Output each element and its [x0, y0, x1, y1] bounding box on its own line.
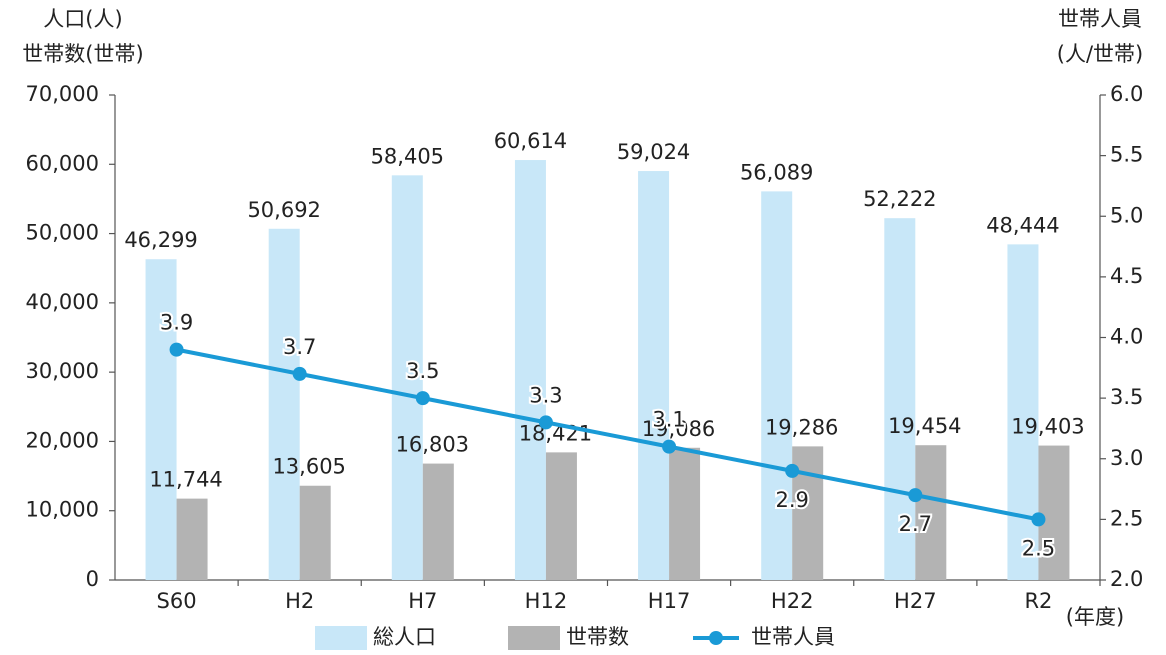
bar: [145, 259, 177, 580]
bar: [268, 228, 300, 580]
x-tick-label: R2: [1024, 589, 1052, 613]
bar-value-label: 13,605: [272, 455, 345, 479]
line-point: [785, 463, 800, 478]
y-tick-label: 50,000: [26, 221, 99, 245]
bar-value-label: 19,403: [1011, 415, 1084, 439]
y-tick-label: 60,000: [26, 151, 99, 175]
bar-value-label: 50,692: [247, 198, 320, 222]
line-point: [538, 415, 553, 430]
bar-value-label: 11,744: [149, 468, 222, 492]
bar-value-label: 60,614: [494, 129, 567, 153]
bar: [422, 463, 454, 580]
y2-axis-label: (人/世帯): [1057, 42, 1143, 66]
line: [176, 347, 1039, 522]
line-value-label: 3.9: [160, 311, 193, 335]
y-tick-label: 0: [86, 567, 99, 591]
bar: [514, 160, 546, 581]
bar: [915, 445, 947, 580]
legend-label: 総人口: [373, 625, 436, 649]
bar: [1007, 244, 1039, 580]
bar-value-label: 19,454: [888, 414, 961, 438]
x-tick-label: S60: [157, 589, 197, 613]
bar: [176, 498, 208, 580]
x-tick-label: H12: [525, 589, 568, 613]
line-point: [169, 342, 184, 357]
y-tick-label: 30,000: [26, 359, 99, 383]
bar: [1038, 445, 1070, 580]
line-value-label: 2.9: [775, 488, 808, 512]
bar: [761, 191, 793, 580]
line-point: [662, 439, 677, 454]
line-value-label: 3.7: [283, 335, 316, 359]
bar-value-label: 52,222: [863, 187, 936, 211]
bar: [669, 447, 701, 580]
bar: [299, 485, 331, 580]
y-axis-label: 世帯数(世帯): [22, 42, 143, 66]
bar-value-label: 58,405: [371, 144, 444, 168]
x-tick-label: H27: [894, 589, 937, 613]
line-point: [292, 366, 307, 381]
y2-tick-label: 3.0: [1110, 446, 1143, 470]
bar-value-label: 59,024: [617, 140, 690, 164]
legend-label: 世帯数: [566, 625, 629, 649]
legend-swatch: [315, 626, 367, 650]
line-point: [415, 391, 430, 406]
bar-value-label: 46,299: [124, 228, 197, 252]
bar-value-label: 16,803: [396, 433, 469, 457]
bar-value-label: 19,286: [765, 415, 838, 439]
y-tick-label: 10,000: [26, 498, 99, 522]
y-axis-label: 人口(人): [43, 7, 122, 31]
x-tick-label: H22: [771, 589, 814, 613]
y2-tick-label: 2.5: [1110, 506, 1143, 530]
y-tick-label: 40,000: [26, 290, 99, 314]
y2-tick-label: 4.5: [1110, 264, 1143, 288]
y-tick-label: 20,000: [26, 428, 99, 452]
y2-tick-label: 3.5: [1110, 385, 1143, 409]
y2-tick-label: 6.0: [1110, 82, 1143, 106]
x-axis-label: (年度): [1066, 605, 1124, 629]
legend-swatch: [508, 626, 560, 650]
bar: [884, 218, 916, 580]
y2-tick-label: 2.0: [1110, 567, 1143, 591]
bar-value-label: 19,086: [642, 417, 715, 441]
y-tick-label: 70,000: [26, 82, 99, 106]
line-value-label: 3.1: [652, 408, 685, 432]
bar-value-label: 48,444: [986, 213, 1059, 237]
y2-tick-label: 4.0: [1110, 325, 1143, 349]
x-tick-label: H17: [648, 589, 691, 613]
legend-label: 世帯人員: [751, 625, 835, 649]
y2-axis-label: 世帯人員: [1058, 7, 1142, 31]
line-value-label: 2.7: [899, 512, 932, 536]
y2-tick-label: 5.0: [1110, 203, 1143, 227]
legend-swatch: [709, 631, 723, 645]
bar-value-label: 56,089: [740, 160, 813, 184]
x-tick-label: H7: [408, 589, 437, 613]
line-value-label: 3.5: [406, 359, 439, 383]
line-point: [908, 488, 923, 503]
bar: [391, 175, 423, 580]
bar: [545, 452, 577, 580]
bar: [638, 171, 670, 580]
line-value-label: 2.5: [1022, 536, 1055, 560]
line-value-label: 3.3: [529, 383, 562, 407]
line-point: [1031, 512, 1046, 527]
x-tick-label: H2: [285, 589, 314, 613]
y2-tick-label: 5.5: [1110, 143, 1143, 167]
